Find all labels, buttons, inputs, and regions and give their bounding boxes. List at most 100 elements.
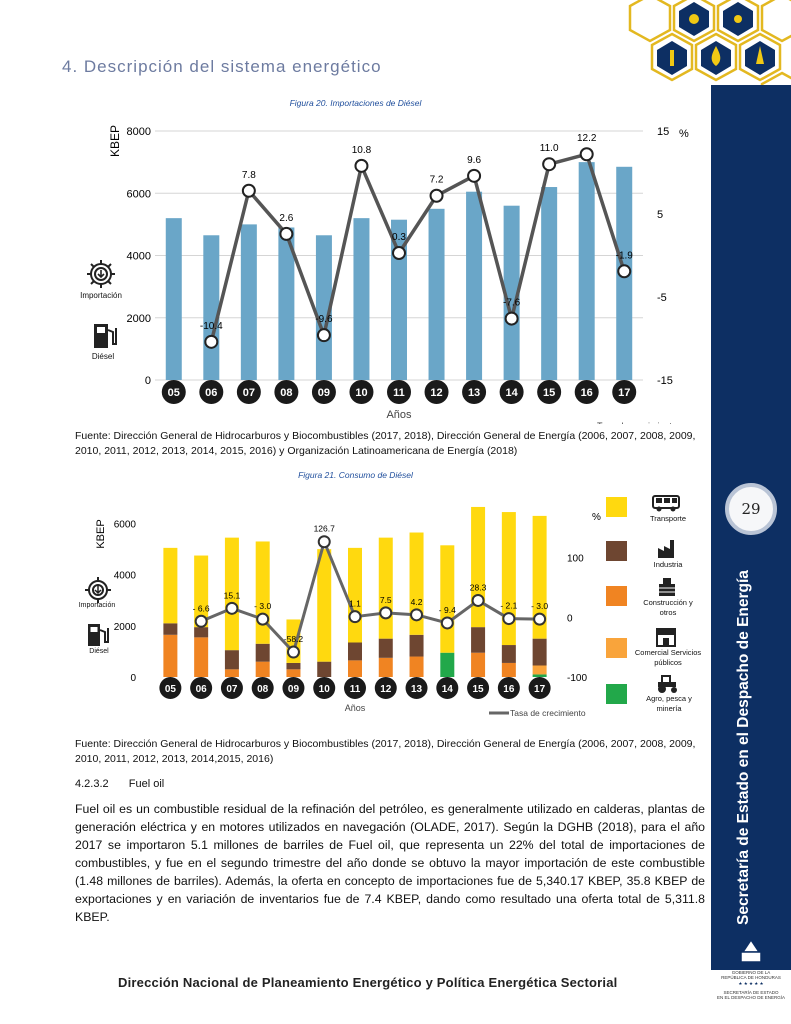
subsection-heading: 4.2.3.2 Fuel oil (75, 778, 164, 790)
legend-line-label: Tasa de crecimiento (510, 708, 586, 718)
y-tick-label: 0 (130, 673, 136, 684)
stacked-bar-segment (255, 661, 270, 677)
growth-rate-point (354, 158, 369, 173)
bar (503, 205, 520, 380)
stacked-bar-segment (471, 627, 486, 653)
figure-20-caption: Figura 20. Importaciones de Diésel (289, 98, 422, 108)
bar (353, 218, 370, 380)
x-tick-label: 10 (355, 387, 367, 399)
legend-label-construccion: Construcción y otros (643, 598, 693, 617)
data-label: 7.8 (242, 170, 256, 181)
data-label: 4.2 (411, 597, 423, 607)
stacked-bar-segment (224, 537, 239, 651)
icon-label-importacion: Importación (80, 291, 122, 300)
data-label: -58.2 (284, 634, 304, 644)
x-tick-label: 08 (280, 387, 292, 399)
growth-rate-point (504, 311, 519, 326)
subsection-number: 4.2.3.2 (75, 778, 109, 790)
y2-axis-label: % (592, 512, 601, 523)
data-label: -10.4 (200, 321, 223, 332)
legend-label-agro: Agro, pesca y minería (646, 694, 692, 713)
bar (466, 191, 483, 380)
year-badge (424, 380, 449, 404)
body-paragraph: Fuel oil es un combustible residual de l… (75, 802, 705, 924)
y-tick-label: 8000 (127, 126, 151, 138)
year-badge (344, 677, 366, 699)
bar (240, 224, 257, 380)
y2-tick-label: -100 (567, 673, 587, 684)
x-tick-label: 09 (288, 684, 300, 695)
construction-icon (659, 578, 675, 596)
icon-label-importacion-2: Importación (78, 602, 116, 609)
stacked-bar-segment (348, 642, 362, 661)
growth-rate-line (209, 152, 626, 343)
x-tick-label: 14 (505, 387, 518, 399)
gear-download-icon-2 (85, 577, 111, 603)
data-label: - 6.6 (193, 603, 210, 613)
year-badge (220, 677, 243, 699)
data-label: 1.1 (349, 599, 361, 609)
x-tick-label: 08 (257, 684, 269, 695)
x-tick-label: 15 (543, 387, 555, 399)
x-tick-label: 16 (503, 684, 515, 695)
stacked-bar-segment (409, 656, 424, 677)
stacked-bar-segment (440, 652, 455, 677)
stacked-bar-segment (194, 637, 209, 677)
y2-tick-label: 5 (657, 209, 663, 221)
y-axis-label: KBEP (108, 125, 122, 157)
stacked-bar-segment (378, 657, 393, 677)
stacked-bar-segment (532, 515, 547, 639)
growth-rate-point (316, 328, 331, 343)
stacked-bar-segment (471, 652, 486, 677)
y2-tick-label: 15 (657, 126, 669, 138)
page-number: 29 (725, 483, 777, 535)
stacked-bar-segment (348, 547, 362, 643)
stacked-bar-segment (317, 549, 332, 662)
legend-label-transporte: Transporte (650, 514, 686, 523)
growth-rate-point (617, 264, 632, 279)
stacked-bar-segment (163, 634, 178, 677)
x-tick-label: 05 (165, 684, 177, 695)
x-tick-label: 17 (618, 387, 630, 399)
y-tick-label: 4000 (127, 251, 151, 263)
x-tick-label: 12 (430, 387, 442, 399)
logo-line-1: GOBIERNO DE LA (731, 970, 771, 975)
y-tick-label: 4000 (114, 571, 137, 582)
data-label: - 9.4 (439, 605, 456, 615)
figure-20-source: Fuente: Dirección General de Hidrocarbur… (75, 430, 696, 457)
stacked-bar-segment (286, 662, 301, 670)
x-tick-label: 10 (319, 684, 331, 695)
data-label: 7.2 (430, 175, 444, 186)
growth-rate-point (471, 593, 485, 607)
honduras-emblem-logo (737, 938, 765, 965)
year-badge (467, 677, 490, 699)
stacked-bar-segment (532, 674, 547, 677)
bar (315, 235, 332, 380)
stacked-bar-segment (532, 638, 547, 666)
growth-rate-point (379, 606, 393, 620)
fuel-pump-icon-2 (88, 624, 109, 646)
store-icon (656, 628, 676, 647)
growth-rate-point (317, 535, 331, 549)
y-tick-label: 0 (145, 375, 151, 387)
year-badge (436, 677, 459, 699)
data-label: 0.3 (392, 232, 406, 243)
stacked-bar-segment (501, 512, 516, 646)
x-tick-label: 16 (581, 387, 593, 399)
stacked-bar-segment (255, 643, 270, 662)
stacked-bar-segment (409, 634, 424, 657)
y2-tick-label: -15 (657, 375, 673, 387)
year-badge (612, 380, 637, 404)
sidebar-vertical-title: Secretaría de Estado en el Despacho de E… (735, 570, 752, 925)
growth-rate-point (225, 601, 239, 615)
data-label: -9.6 (315, 314, 333, 325)
x-axis-label: Años (345, 703, 366, 713)
section-title: 4. Descripción del sistema energético (62, 57, 382, 76)
year-badge (574, 380, 599, 404)
data-label: 9.6 (467, 155, 481, 166)
year-badge (537, 380, 562, 404)
y-tick-label: 6000 (114, 520, 137, 531)
icon-label-diesel: Diésel (91, 352, 115, 361)
legend-swatch-transporte (606, 497, 627, 517)
legend-swatch-agro (606, 684, 627, 704)
